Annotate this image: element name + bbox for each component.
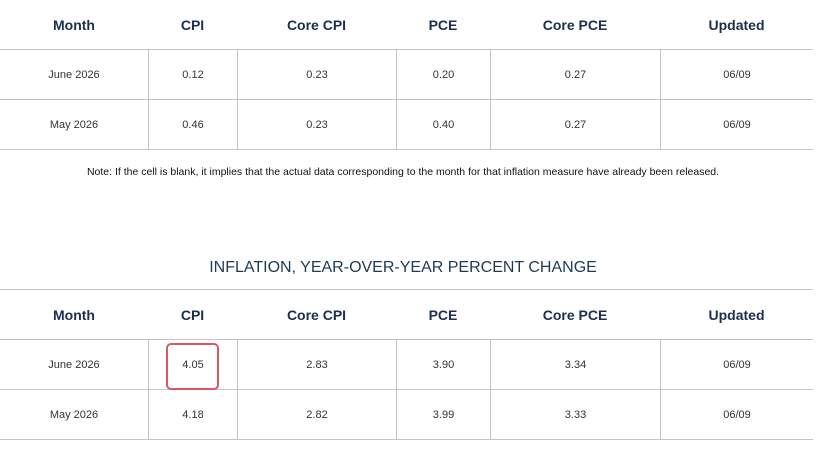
table-title: INFLATION, YEAR-OVER-YEAR PERCENT CHANGE <box>209 259 597 276</box>
table-cell: 3.33 <box>490 390 660 440</box>
highlight-box <box>166 343 219 390</box>
column-header: Core CPI <box>237 290 396 340</box>
table-cell: 06/09 <box>660 390 813 440</box>
table-cell: June 2026 <box>0 50 148 100</box>
table-cell: 3.34 <box>490 340 660 390</box>
column-header: Core PCE <box>490 290 660 340</box>
table-cell: 0.40 <box>396 100 490 150</box>
table-cell: 0.27 <box>490 50 660 100</box>
table-cell: June 2026 <box>0 340 148 390</box>
table-cell: May 2026 <box>0 390 148 440</box>
column-header: Core CPI <box>237 0 396 50</box>
table-cell: 0.20 <box>396 50 490 100</box>
table-cell: 06/09 <box>660 50 813 100</box>
table-cell: 0.23 <box>237 50 396 100</box>
note: Note: If the cell is blank, it implies t… <box>86 166 720 178</box>
table-border <box>0 289 813 290</box>
column-header: Month <box>0 290 148 340</box>
table-cell: 0.46 <box>148 100 237 150</box>
column-header: CPI <box>148 0 237 50</box>
table-cell: 0.12 <box>148 50 237 100</box>
column-header: PCE <box>396 0 490 50</box>
table-cell: 0.27 <box>490 100 660 150</box>
column-header: PCE <box>396 290 490 340</box>
column-header: Updated <box>660 0 813 50</box>
table-cell: 06/09 <box>660 340 813 390</box>
column-header: Core PCE <box>490 0 660 50</box>
table-cell: 3.99 <box>396 390 490 440</box>
column-header: CPI <box>148 290 237 340</box>
table-cell: 06/09 <box>660 100 813 150</box>
table-cell: May 2026 <box>0 100 148 150</box>
table-cell: 3.90 <box>396 340 490 390</box>
table-cell: 2.82 <box>237 390 396 440</box>
column-header: Updated <box>660 290 813 340</box>
table-cell: 2.83 <box>237 340 396 390</box>
column-header: Month <box>0 0 148 50</box>
table-cell: 4.18 <box>148 390 237 440</box>
table-cell: 0.23 <box>237 100 396 150</box>
